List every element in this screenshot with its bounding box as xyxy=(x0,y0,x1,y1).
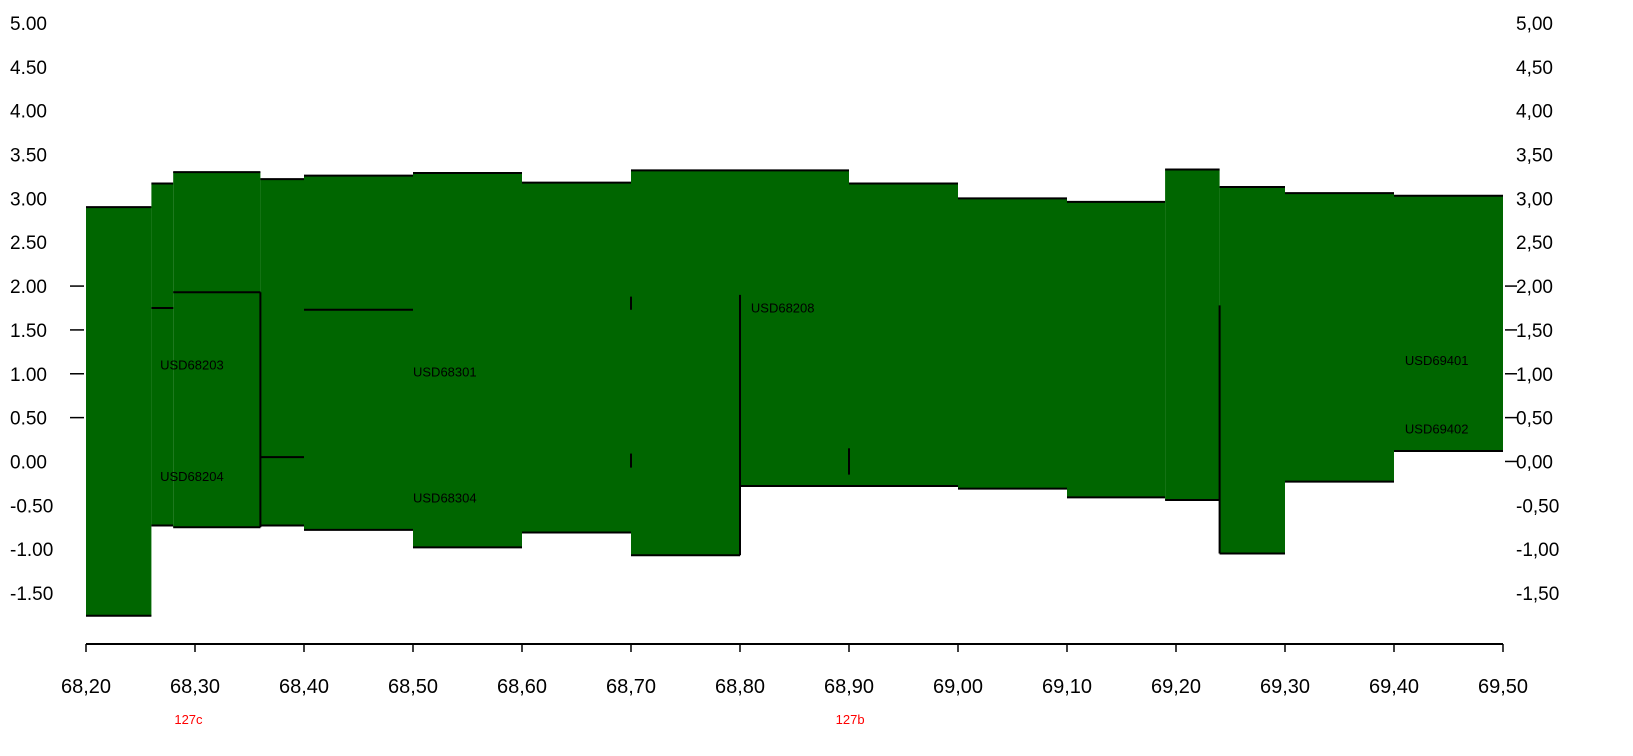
segment-label: USD69401 xyxy=(1405,353,1469,368)
station-markers: 127c 127b xyxy=(174,712,864,727)
x-tick-label: 68,90 xyxy=(824,676,874,698)
y-tick-label-right: 4,50 xyxy=(1516,58,1553,79)
y-tick-label-left: -1.00 xyxy=(10,540,53,561)
area-segment xyxy=(740,170,849,487)
area-segment xyxy=(1219,186,1285,554)
y-tick-label-left: 3.00 xyxy=(10,189,47,210)
x-tick-label: 68,30 xyxy=(170,676,220,698)
x-tick-label: 68,60 xyxy=(497,676,547,698)
segment-label: USD68301 xyxy=(413,364,477,379)
x-tick-label: 69,00 xyxy=(933,676,983,698)
y-tick-label-right: -0,50 xyxy=(1516,496,1559,517)
area-segment xyxy=(413,172,522,548)
segment-label: USD69402 xyxy=(1405,421,1469,436)
y-tick-label-left: 0.00 xyxy=(10,452,47,473)
area-segments xyxy=(86,168,1503,617)
y-tick-label-right: 4,00 xyxy=(1516,102,1553,123)
y-tick-label-right: 1,50 xyxy=(1516,321,1553,342)
area-segment xyxy=(1394,195,1503,451)
y-tick-label-right: 0,00 xyxy=(1516,452,1553,473)
y-tick-label-left: -1.50 xyxy=(10,584,53,605)
area-segment xyxy=(631,170,740,556)
y-tick-label-right: -1,00 xyxy=(1516,540,1559,561)
y-tick-label-left: 3.50 xyxy=(10,146,47,167)
x-tick-label: 69,50 xyxy=(1478,676,1528,698)
area-segment xyxy=(1067,201,1166,498)
x-tick-label: 69,30 xyxy=(1260,676,1310,698)
x-tick-label: 68,20 xyxy=(61,676,111,698)
segment-labels: USD68203 USD68204 USD68301 USD68304 USD68208… xyxy=(160,300,1468,505)
x-axis: 68,20 68,30 68,40 68,50 68,60 68,70 68,80 68,90… xyxy=(61,643,1528,698)
x-tick-label: 68,50 xyxy=(388,676,438,698)
area-segment xyxy=(958,198,1067,489)
x-tick-label: 68,70 xyxy=(606,676,656,698)
y-tick-label-left: 4.00 xyxy=(10,102,47,123)
area-segment xyxy=(1285,193,1394,482)
area-segment xyxy=(173,172,261,528)
y-tick-label-left: 4.50 xyxy=(10,58,47,79)
y-tick-label-left: 0.50 xyxy=(10,409,47,430)
y-tick-label-right: 1,00 xyxy=(1516,365,1553,386)
y-tick-label-right: 3,50 xyxy=(1516,146,1553,167)
reference-lines xyxy=(151,291,1221,556)
station-marker-label: 127b xyxy=(836,712,865,727)
y-tick-label-left: 2.00 xyxy=(10,277,47,298)
y-tick-label-right: -1,50 xyxy=(1516,584,1559,605)
y-tick-label-left: 1.00 xyxy=(10,365,47,386)
station-marker-label: 127c xyxy=(174,712,203,727)
area-segment xyxy=(304,175,413,530)
area-segment xyxy=(151,183,174,526)
y-tick-label-left: -0.50 xyxy=(10,496,53,517)
segment-label: USD68204 xyxy=(160,469,224,484)
y-tick-label-left: 5.00 xyxy=(10,14,47,35)
y-axis-left: 5.00 4.50 4.00 3.50 3.00 2.50 2.00 1.50 1.00 0.50… xyxy=(10,14,84,605)
x-tick-label: 68,80 xyxy=(715,676,765,698)
segment-label: USD68208 xyxy=(751,300,815,315)
y-tick-label-right: 2,50 xyxy=(1516,233,1553,254)
segment-label: USD68203 xyxy=(160,357,224,372)
area-segment xyxy=(1165,169,1220,501)
area-segment xyxy=(849,183,958,487)
y-tick-label-left: 2.50 xyxy=(10,233,47,254)
y-tick-label-right: 0,50 xyxy=(1516,409,1553,430)
y-tick-label-right: 2,00 xyxy=(1516,277,1553,298)
y-axis-right: 5,00 4,50 4,00 3,50 3,00 2,50 2,00 1,50 1,00 0,50… xyxy=(1505,14,1559,605)
y-tick-label-right: 3,00 xyxy=(1516,189,1553,210)
x-tick-label: 69,40 xyxy=(1369,676,1419,698)
x-tick-label: 68,40 xyxy=(279,676,329,698)
x-tick-label: 69,10 xyxy=(1042,676,1092,698)
area-segment xyxy=(260,179,304,526)
x-tick-label: 69,20 xyxy=(1151,676,1201,698)
y-tick-label-left: 1.50 xyxy=(10,321,47,342)
y-tick-label-right: 5,00 xyxy=(1516,14,1553,35)
area-segment xyxy=(522,182,631,533)
area-segment xyxy=(86,207,152,616)
segment-label: USD68304 xyxy=(413,491,477,506)
